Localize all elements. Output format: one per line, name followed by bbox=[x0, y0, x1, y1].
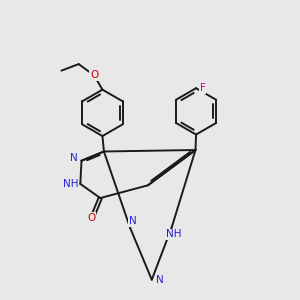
Text: F: F bbox=[200, 83, 206, 93]
Text: O: O bbox=[87, 213, 95, 223]
Text: N: N bbox=[70, 153, 78, 164]
Text: NH: NH bbox=[167, 230, 182, 239]
Text: N: N bbox=[156, 275, 164, 285]
Text: NH: NH bbox=[63, 179, 79, 189]
Text: O: O bbox=[90, 70, 98, 80]
Text: N: N bbox=[129, 216, 136, 226]
